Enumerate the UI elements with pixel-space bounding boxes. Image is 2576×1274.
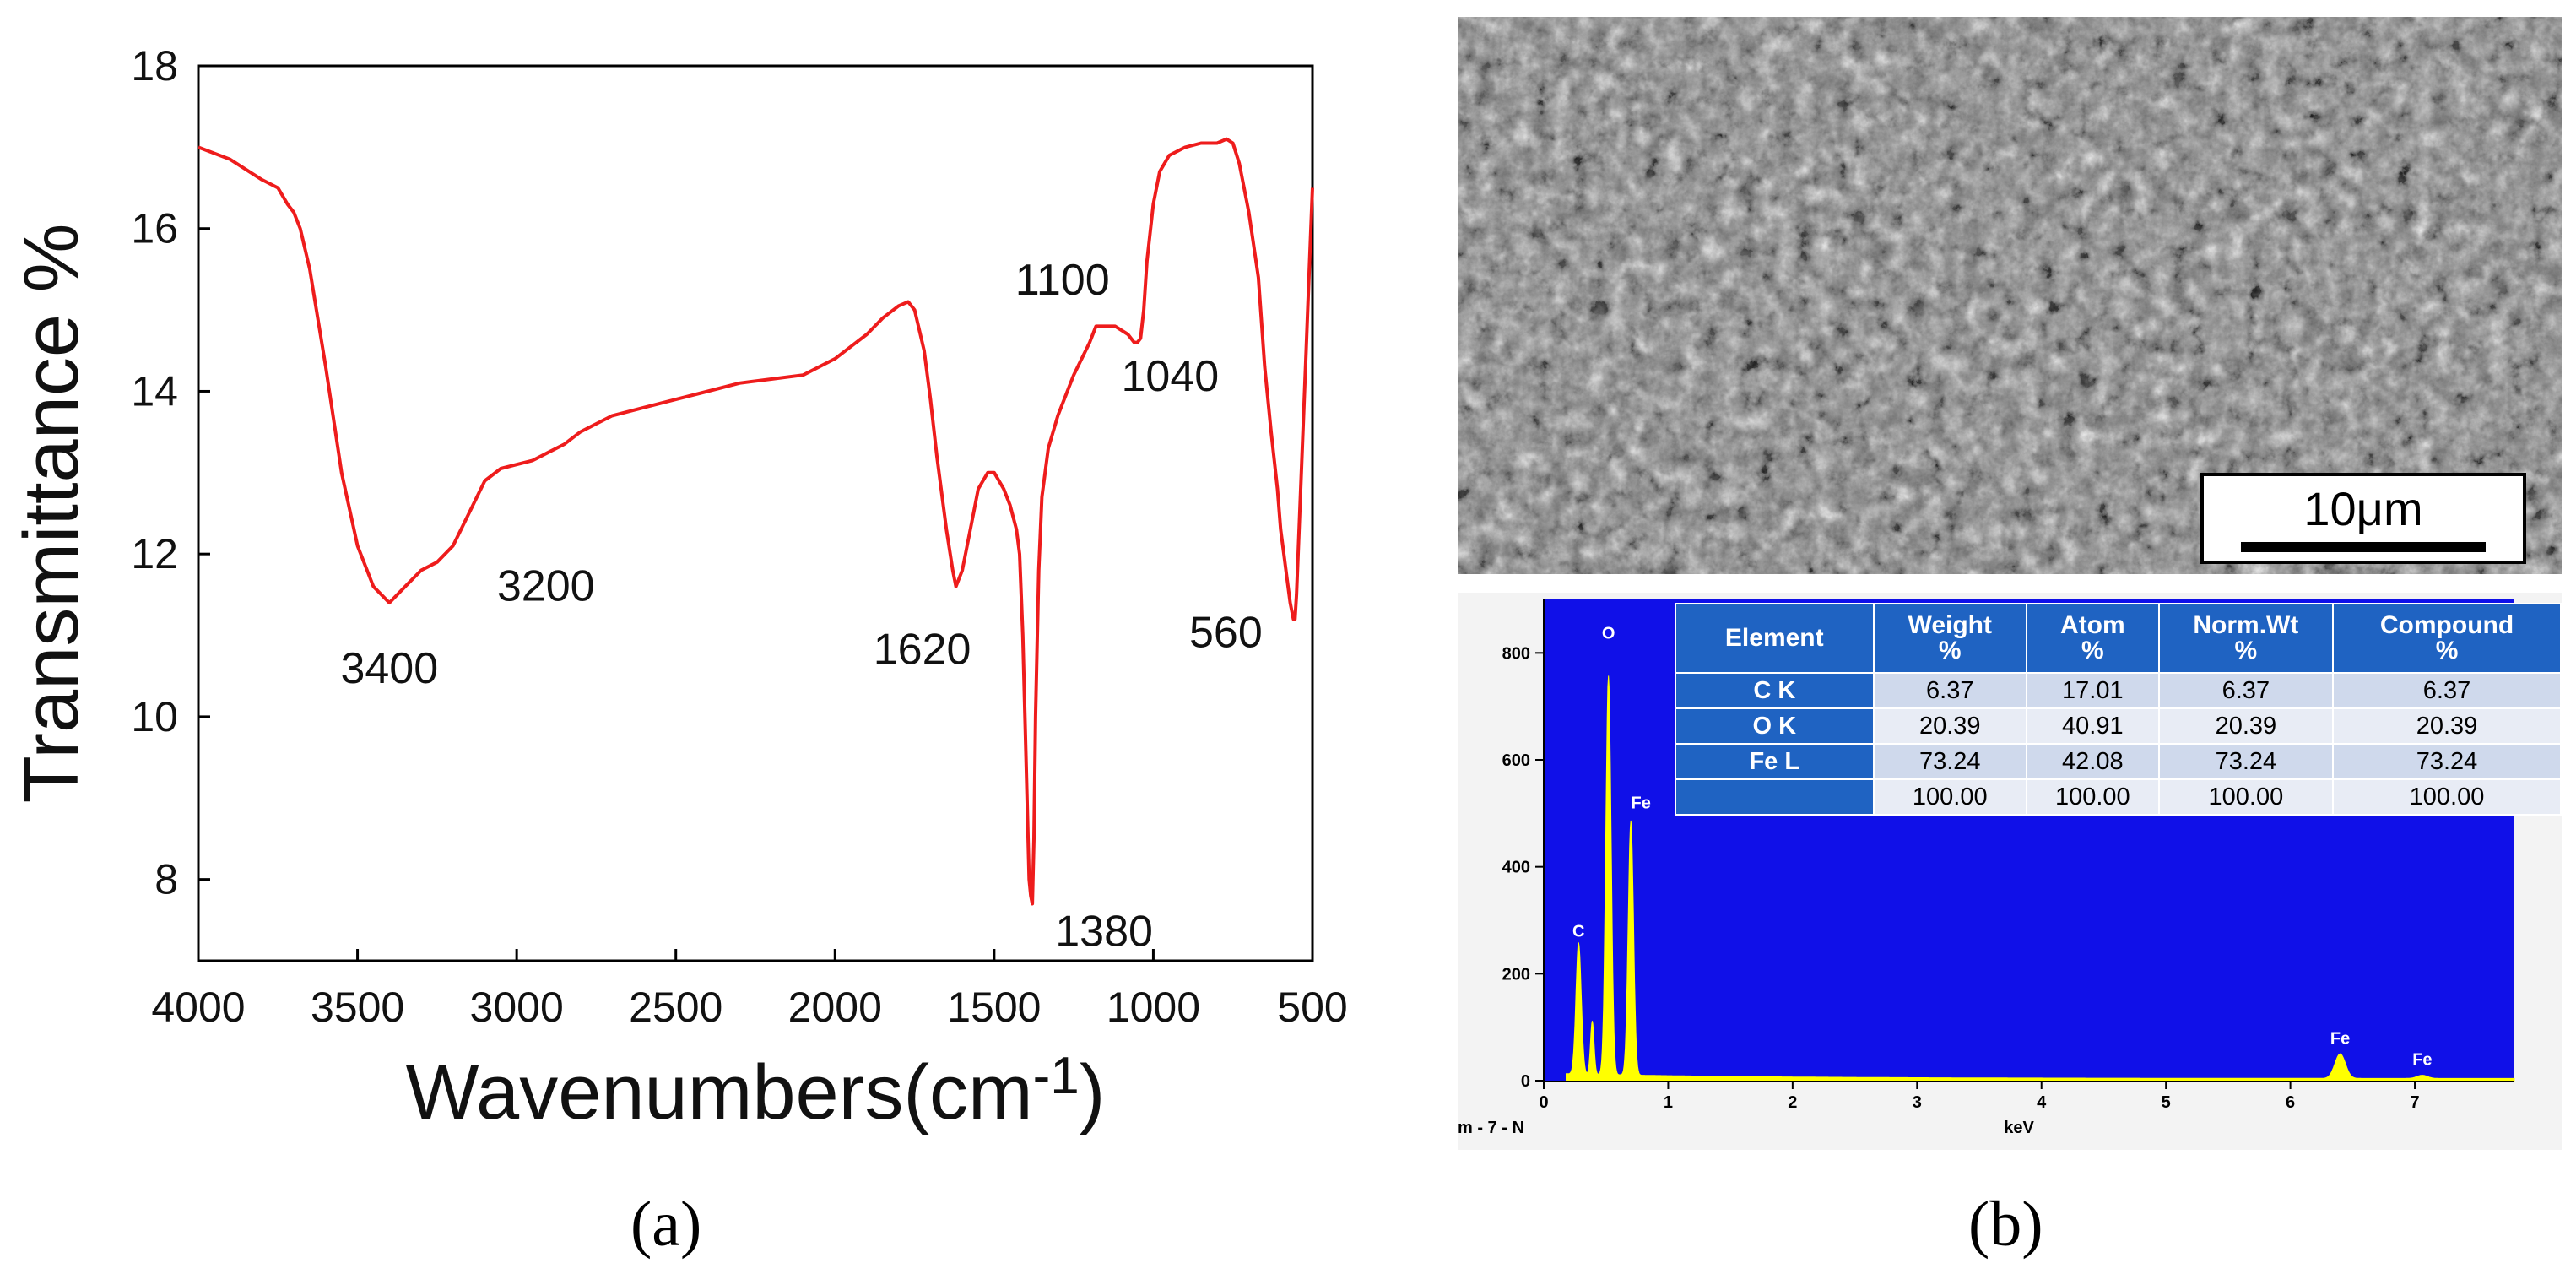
ftir-x-tick-label: 2000 <box>788 984 882 1031</box>
ftir-peak-label: 3400 <box>340 644 438 693</box>
cell-normwt: 20.39 <box>2157 707 2335 745</box>
ftir-chart: 4000 3500 3000 2500 2000 1500 1000 500 8 10 12 14 16… <box>8 42 1348 1136</box>
eds-peak-label: O <box>1602 625 1615 643</box>
cell-atom: 100.00 <box>2025 778 2160 816</box>
ftir-peak-label: 560 <box>1189 608 1263 657</box>
panel-b-label: (b) <box>1968 1189 2043 1260</box>
cell-atom: 42.08 <box>2025 743 2160 780</box>
table-row: O K 20.39 40.91 20.39 20.39 <box>1675 707 2562 745</box>
ftir-plot-frame <box>197 64 1314 962</box>
ftir-y-tick-label: 8 <box>154 856 178 903</box>
cell-compound: 100.00 <box>2332 778 2562 816</box>
eds-x-tick-label: 7 <box>2410 1093 2419 1112</box>
eds-spectrum-panel: 0 200 400 600 800 0 1 2 3 4 5 6 7 C O Fe Fe Fe keV m - 7… <box>1458 593 2562 1150</box>
ftir-y-tick-label: 10 <box>131 693 178 740</box>
eds-peak-label: Fe <box>1632 794 1651 812</box>
cell-normwt: 73.24 <box>2157 743 2335 780</box>
table-row: 100.00 100.00 100.00 100.00 <box>1675 778 2562 816</box>
eds-peak-label: Fe <box>2412 1051 2432 1070</box>
ftir-series-line <box>198 137 1314 906</box>
ftir-peak-label: 1040 <box>1121 352 1219 401</box>
col-header-weight: Weight% <box>1872 603 2027 674</box>
eds-peak-label: Fe <box>2330 1029 2350 1048</box>
cell-weight: 20.39 <box>1872 707 2027 745</box>
eds-x-axis-label: keV <box>2004 1119 2034 1137</box>
eds-y-tick-label: 600 <box>1502 751 1530 770</box>
eds-x-tick-label: 2 <box>1788 1093 1797 1112</box>
eds-y-tick-label: 0 <box>1521 1072 1530 1091</box>
eds-y-tick-label: 200 <box>1502 965 1530 984</box>
eds-spectrum-fill <box>1566 675 2515 1082</box>
ftir-peak-label: 1380 <box>1055 908 1153 957</box>
ftir-y-tick-label: 14 <box>131 367 178 415</box>
scale-bar-line <box>2241 542 2486 552</box>
cell-compound: 6.37 <box>2332 672 2562 709</box>
scale-bar-label: 10μm <box>2303 482 2423 535</box>
ftir-y-tick-label: 18 <box>131 42 178 89</box>
scale-bar: 10μm <box>2200 473 2526 564</box>
ftir-x-tick-label: 3500 <box>311 984 404 1031</box>
ftir-x-tick-label: 2500 <box>629 984 722 1031</box>
eds-peak-label: C <box>1572 923 1584 941</box>
table-row: C K 6.37 17.01 6.37 6.37 <box>1675 672 2562 709</box>
col-header-atom: Atom% <box>2025 603 2160 674</box>
ftir-x-tick-label: 4000 <box>151 984 245 1031</box>
panel-a-label: (a) <box>630 1189 702 1260</box>
cell-weight: 6.37 <box>1872 672 2027 709</box>
eds-x-tick-label: 6 <box>2286 1093 2295 1112</box>
eds-y-tick-label: 800 <box>1502 644 1530 663</box>
ftir-x-tick-label: 500 <box>1277 984 1347 1031</box>
sem-micrograph: 10μm <box>1458 17 2562 574</box>
ftir-y-axis-label: Transmittance % <box>8 224 95 804</box>
cell-element <box>1675 778 1875 816</box>
ftir-x-axis-label: Wavenumbers(cm-1) <box>406 1047 1106 1136</box>
ftir-peak-label: 3200 <box>497 562 595 611</box>
cell-normwt: 6.37 <box>2157 672 2335 709</box>
eds-x-tick-label: 0 <box>1539 1093 1548 1112</box>
cell-element: O K <box>1675 707 1875 745</box>
cell-weight: 73.24 <box>1872 743 2027 780</box>
eds-x-tick-label: 5 <box>2162 1093 2171 1112</box>
ftir-peak-label: 1620 <box>874 626 971 675</box>
cell-atom: 17.01 <box>2025 672 2160 709</box>
cell-weight: 100.00 <box>1872 778 2027 816</box>
eds-x-tick-label: 4 <box>2037 1093 2047 1112</box>
col-header-element: Element <box>1675 603 1875 674</box>
ftir-x-tick-label: 3000 <box>470 984 564 1031</box>
ftir-peak-label: 1100 <box>1015 256 1110 305</box>
ftir-y-tick-label: 16 <box>131 205 178 252</box>
eds-x-tick-label: 3 <box>1913 1093 1922 1112</box>
eds-composition-table: Element Weight% Atom% Norm.Wt% Compound%… <box>1675 603 2562 816</box>
cell-element: Fe L <box>1675 743 1875 780</box>
ftir-x-tick-label: 1000 <box>1107 984 1200 1031</box>
cell-element: C K <box>1675 672 1875 709</box>
eds-x-tick-label: 1 <box>1664 1093 1673 1112</box>
cell-compound: 20.39 <box>2332 707 2562 745</box>
col-header-normwt: Norm.Wt% <box>2157 603 2335 674</box>
cell-compound: 73.24 <box>2332 743 2562 780</box>
cell-atom: 40.91 <box>2025 707 2160 745</box>
col-header-compound: Compound% <box>2332 603 2562 674</box>
ftir-x-tick-label: 1500 <box>947 984 1041 1031</box>
table-row: Fe L 73.24 42.08 73.24 73.24 <box>1675 743 2562 780</box>
eds-y-tick-label: 400 <box>1502 859 1530 877</box>
cell-normwt: 100.00 <box>2157 778 2335 816</box>
eds-footer-label: m - 7 - N <box>1458 1119 1524 1137</box>
ftir-y-tick-label: 12 <box>131 530 178 577</box>
